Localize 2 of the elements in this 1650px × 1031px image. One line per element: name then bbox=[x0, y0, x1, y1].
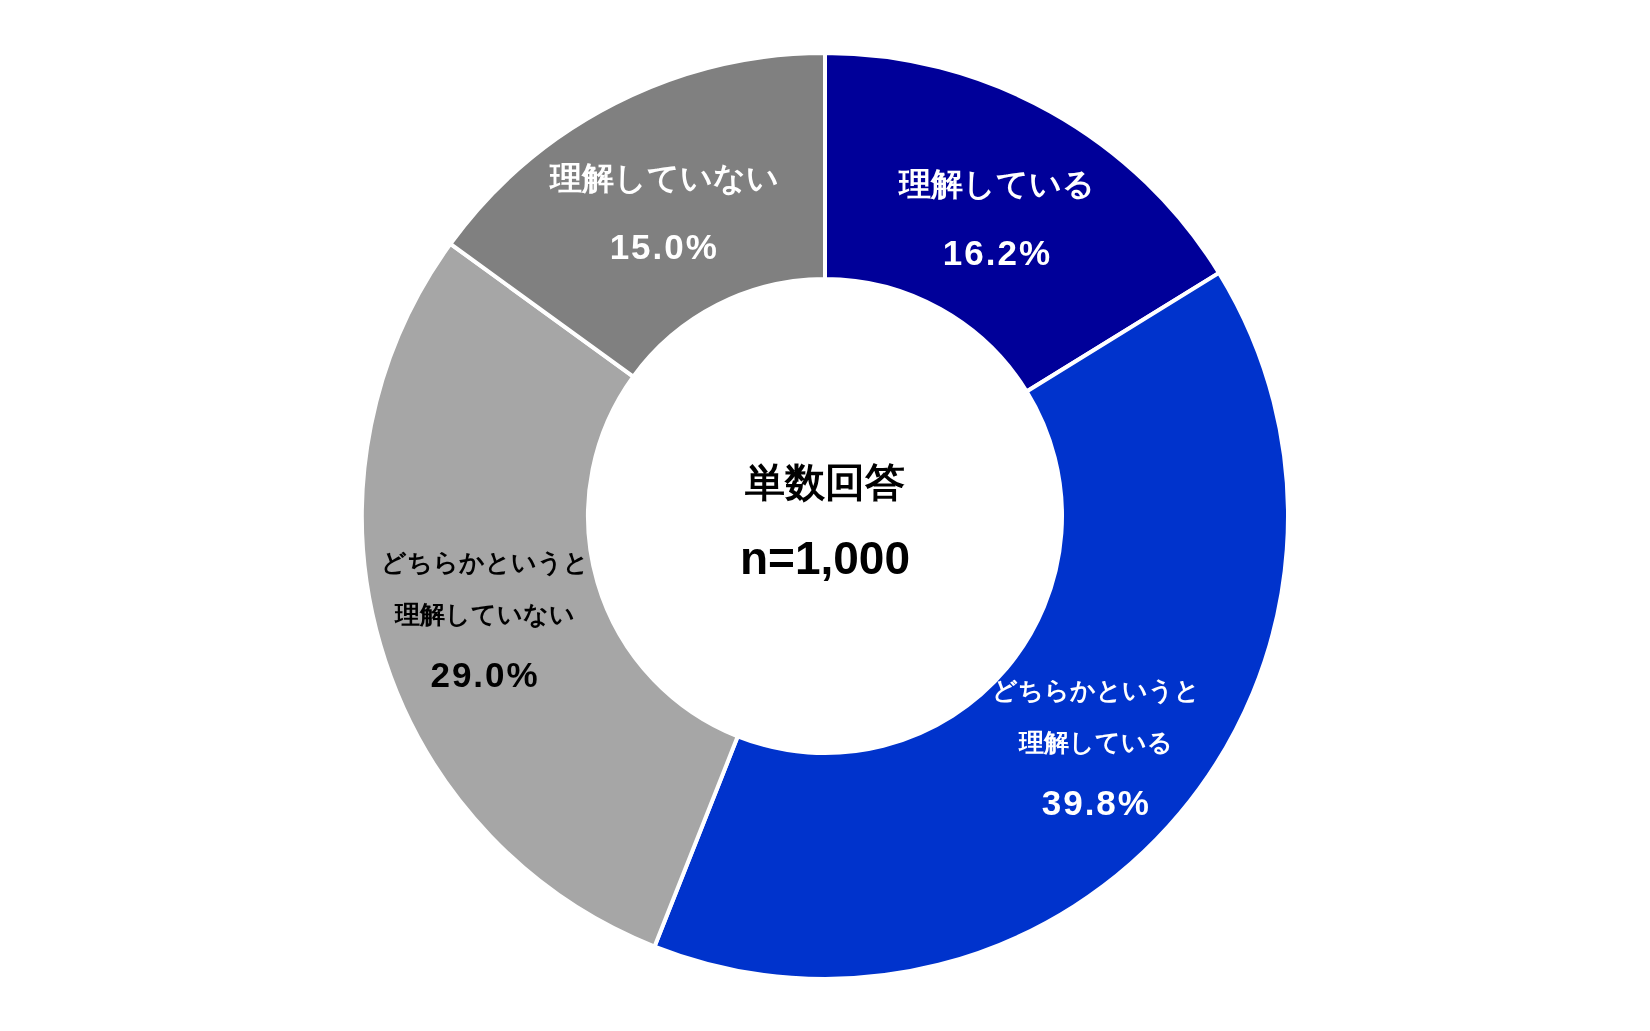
text: 単数回答 bbox=[745, 460, 905, 504]
text: n=1,000 bbox=[739, 532, 911, 584]
